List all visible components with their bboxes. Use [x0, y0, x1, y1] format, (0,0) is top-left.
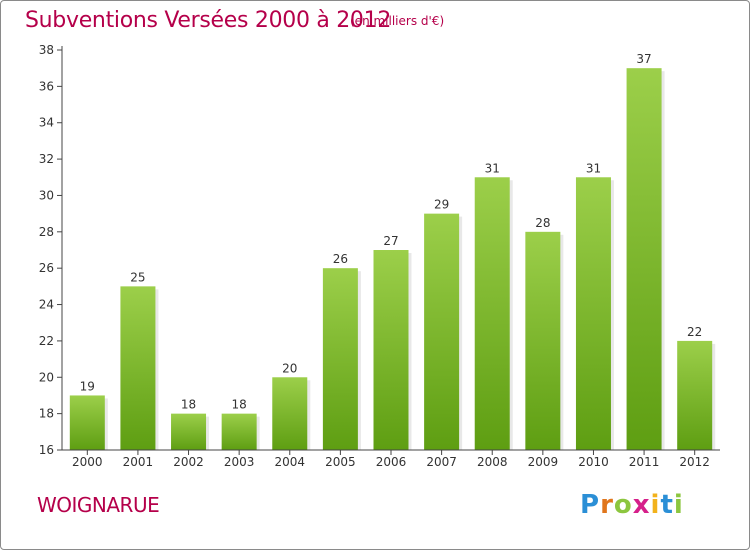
data-label: 28 — [535, 216, 550, 230]
bars: 19 25 18 18 20 26 27 29 31 28 31 37 22 — [69, 52, 716, 451]
data-label: 26 — [333, 252, 348, 266]
proxiti-logo: Proxiti — [580, 490, 684, 520]
x-tick-label: 2011 — [629, 455, 660, 469]
x-tick-label: 2005 — [325, 455, 356, 469]
x-axis: 2000 2001 2002 2003 2004 2005 2006 2007 2008 2009… — [62, 449, 720, 469]
bar — [272, 377, 308, 450]
bar — [69, 395, 105, 450]
y-tick-label: 18 — [39, 407, 54, 421]
y-tick-label: 26 — [39, 261, 54, 275]
x-tick-label: 2006 — [376, 455, 407, 469]
data-label: 25 — [130, 270, 145, 284]
data-label: 18 — [232, 398, 247, 412]
bar — [575, 177, 611, 451]
data-label: 19 — [80, 379, 95, 393]
bar — [525, 231, 561, 450]
y-tick-label: 38 — [39, 43, 54, 57]
data-label: 29 — [434, 198, 449, 212]
bar — [120, 286, 156, 450]
data-label: 27 — [383, 234, 398, 248]
chart-subtitle: (en milliers d'€) — [350, 14, 445, 28]
x-tick-label: 2004 — [274, 455, 305, 469]
x-tick-label: 2002 — [173, 455, 204, 469]
x-tick-label: 2000 — [72, 455, 103, 469]
y-axis: 16 18 20 22 24 26 28 30 32 34 36 38 — [39, 43, 63, 457]
y-tick-label: 22 — [39, 334, 54, 348]
y-tick-label: 34 — [39, 116, 54, 130]
bar — [322, 268, 358, 450]
x-tick-label: 2008 — [477, 455, 508, 469]
bar — [677, 340, 713, 450]
y-tick-label: 28 — [39, 225, 54, 239]
bar — [373, 250, 409, 450]
x-tick-label: 2003 — [224, 455, 255, 469]
data-label: 20 — [282, 361, 297, 375]
y-tick-label: 30 — [39, 188, 54, 202]
y-tick-label: 36 — [39, 79, 54, 93]
bar — [424, 213, 460, 450]
x-tick-label: 2010 — [578, 455, 609, 469]
commune-name: WOIGNARUE — [37, 493, 160, 517]
data-label: 37 — [636, 52, 651, 66]
data-label: 22 — [687, 325, 702, 339]
y-tick-label: 16 — [39, 443, 54, 457]
bar — [626, 68, 662, 450]
x-tick-label: 2009 — [528, 455, 559, 469]
bar — [474, 177, 510, 451]
bar — [221, 413, 257, 450]
y-tick-label: 32 — [39, 152, 54, 166]
chart-title: Subventions Versées 2000 à 2012 — [25, 8, 392, 33]
x-tick-label: 2007 — [426, 455, 457, 469]
data-label: 31 — [485, 161, 500, 175]
y-tick-label: 20 — [39, 370, 54, 384]
data-label: 31 — [586, 161, 601, 175]
data-label: 18 — [181, 398, 196, 412]
y-tick-label: 24 — [39, 298, 54, 312]
x-tick-label: 2012 — [679, 455, 710, 469]
x-tick-label: 2001 — [123, 455, 154, 469]
bar — [171, 413, 207, 450]
